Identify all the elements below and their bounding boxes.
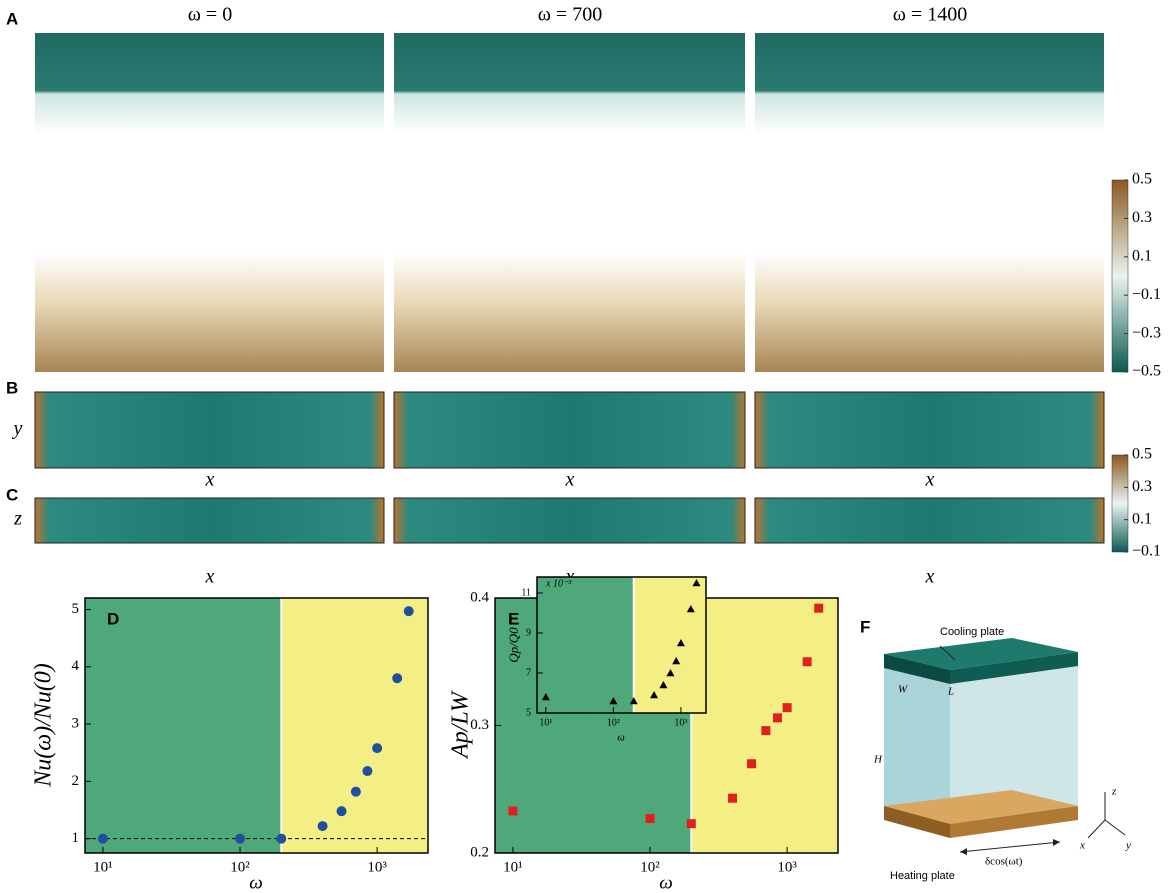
point — [508, 806, 517, 815]
point — [646, 814, 655, 823]
x-tick-label: 10³ — [674, 717, 687, 728]
diagram-label: y — [1125, 840, 1131, 852]
point — [392, 673, 402, 683]
colorbar-tick-label: 0.1 — [1132, 247, 1152, 264]
x-tick-label: 10¹ — [503, 859, 523, 875]
column-title: ω = 700 — [538, 4, 602, 26]
point — [98, 834, 108, 844]
region — [537, 577, 634, 713]
point — [783, 703, 792, 712]
colorbar-tick-label: 0.3 — [1132, 209, 1152, 226]
x-tick-label: 10² — [230, 859, 250, 875]
panel-label: E — [508, 609, 519, 628]
y-tick-label: 1 — [72, 830, 80, 846]
y-axis-title: Qp/Q0 — [506, 627, 521, 663]
point — [687, 819, 696, 828]
point — [814, 604, 823, 613]
diagram-label: W — [898, 684, 908, 696]
point — [803, 657, 812, 666]
point — [318, 821, 328, 831]
x-axis-title: ω — [249, 872, 263, 893]
panel-b-images — [35, 392, 1104, 468]
panel-c-images — [35, 498, 1104, 543]
point — [747, 759, 756, 768]
point — [235, 834, 245, 844]
x-tick-label: 10³ — [777, 859, 797, 875]
axis-label: z — [13, 508, 22, 530]
region — [634, 577, 706, 713]
scale-label: x 10⁻³ — [545, 578, 572, 589]
panel-label: B — [6, 378, 18, 397]
colorbar — [1112, 180, 1128, 372]
colorbar-tick-label: −0.1 — [1132, 286, 1161, 303]
colorbar-tick-label: −0.3 — [1132, 324, 1161, 341]
axis-label: x — [925, 566, 935, 588]
apparatus-diagram — [884, 638, 1125, 855]
x-tick-label: 10¹ — [93, 859, 113, 875]
y-tick-label: 11 — [521, 587, 531, 598]
colorbar-tick-label: 0.5 — [1132, 171, 1152, 188]
y-tick-label: 0.4 — [470, 589, 489, 605]
y-axis-title: Ap/LW — [448, 690, 474, 760]
diagram-label: δcos(ωt) — [985, 856, 1023, 868]
region — [281, 598, 428, 853]
point — [351, 787, 361, 797]
panel-label: F — [860, 617, 870, 636]
y-tick-label: 3 — [72, 716, 80, 732]
panel-label: D — [107, 609, 119, 628]
diagram-label: Heating plate — [890, 870, 955, 882]
y-tick-label: 7 — [526, 667, 531, 678]
y-tick-label: 5 — [72, 601, 80, 617]
diagram-label: z — [1111, 786, 1117, 798]
axis-label: x — [205, 566, 215, 588]
colorbar-tick-label: 0.3 — [1132, 478, 1152, 495]
y-tick-label: 2 — [72, 773, 80, 789]
y-tick-label: 9 — [526, 627, 531, 638]
point — [362, 766, 372, 776]
colorbar-tick-label: −0.1 — [1132, 543, 1161, 560]
x-tick-label: 10¹ — [539, 717, 552, 728]
figure: A ω = 0 ω = 700 ω = 1400 B y x x x C z x… — [0, 0, 1169, 893]
column-title: ω = 0 — [188, 4, 232, 26]
point — [728, 794, 737, 803]
point — [773, 713, 782, 722]
panel-label: A — [6, 9, 18, 28]
axis-label: y — [12, 418, 23, 440]
x-tick-label: 10³ — [367, 859, 387, 875]
x-tick-label: 10² — [640, 859, 660, 875]
axis-label: x — [205, 469, 215, 491]
axis-label: x — [925, 469, 935, 491]
y-axis-title: Nu(ω)/Nu(0) — [31, 663, 57, 788]
x-tick-label: 10² — [607, 717, 620, 728]
diagram-label: H — [873, 754, 883, 766]
point — [404, 606, 414, 616]
colorbar-tick-label: −0.5 — [1132, 363, 1161, 380]
x-axis-title: ω — [617, 732, 624, 743]
colorbar-tick-label: 0.5 — [1132, 446, 1152, 463]
point — [761, 726, 770, 735]
region — [691, 598, 838, 853]
diagram-label: Cooling plate — [940, 626, 1004, 638]
panel-label: C — [6, 485, 18, 504]
region — [85, 598, 281, 853]
point — [337, 806, 347, 816]
y-tick-label: 4 — [72, 658, 80, 674]
diagram-label: x — [1079, 840, 1085, 852]
axis-label: x — [565, 469, 575, 491]
column-title: ω = 1400 — [893, 4, 967, 26]
point — [372, 743, 382, 753]
y-tick-label: 0.2 — [470, 844, 489, 860]
y-tick-label: 5 — [526, 707, 531, 718]
x-axis-title: ω — [659, 872, 673, 893]
point — [276, 834, 286, 844]
colorbar — [1112, 455, 1128, 552]
panel-a-images — [35, 33, 1104, 372]
diagram-label: L — [947, 686, 954, 698]
colorbar-tick-label: 0.1 — [1132, 510, 1152, 527]
